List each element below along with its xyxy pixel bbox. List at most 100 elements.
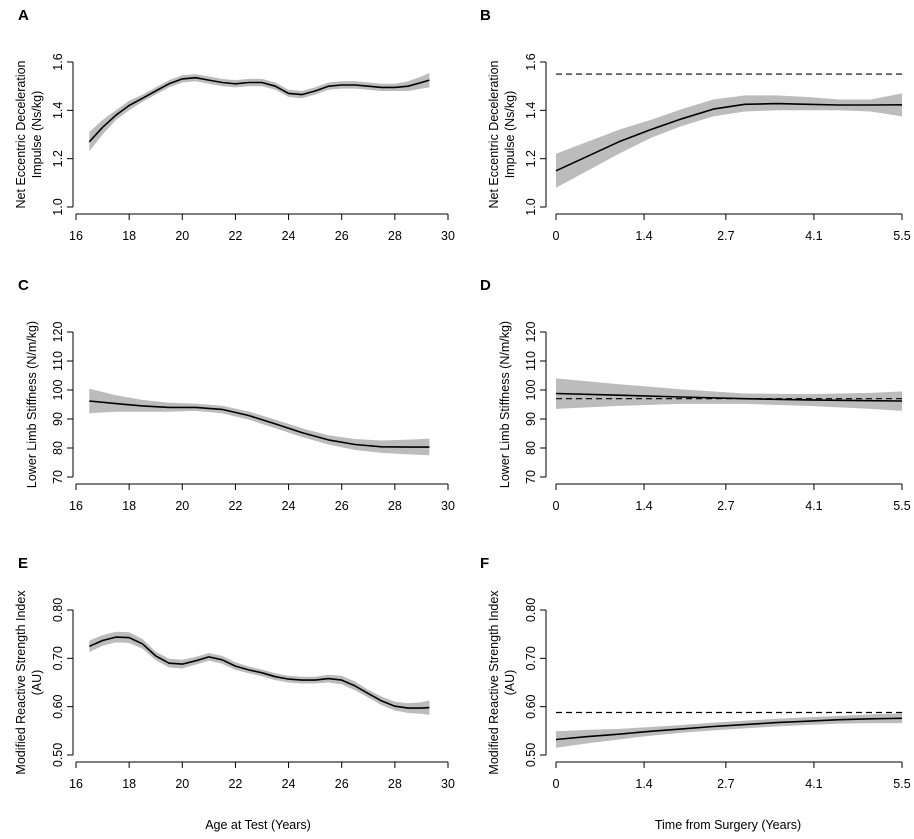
y-tick-label: 120 bbox=[51, 322, 65, 343]
x-tick-label: 16 bbox=[69, 777, 83, 791]
y-axis-title-a: Net Eccentric Deceleration bbox=[14, 60, 28, 208]
x-tick-label: 22 bbox=[228, 229, 242, 243]
fit-line-a bbox=[88, 76, 430, 143]
y-tick-label: 70 bbox=[524, 470, 538, 484]
y-tick-label: 1.2 bbox=[51, 150, 65, 167]
x-tick-label: 5.5 bbox=[893, 499, 910, 513]
y-axis-b: 1.0 1.2 1.4 1.6 bbox=[524, 53, 547, 216]
x-tick-label: 1.4 bbox=[635, 499, 652, 513]
y-axis-title-f: Modified Reactive Strength Index bbox=[487, 590, 501, 775]
x-tick-label: 26 bbox=[335, 499, 349, 513]
y-tick-label: 100 bbox=[524, 380, 538, 401]
y-axis-title-e: (AU) bbox=[30, 670, 44, 696]
y-tick-label: 90 bbox=[524, 412, 538, 426]
panel-letter-e: E bbox=[18, 555, 28, 572]
x-tick-label: 28 bbox=[388, 777, 402, 791]
panel-d: D 70 80 90 100 110 120 Lower Limb Stiffness (N/… bbox=[480, 277, 911, 513]
x-tick-label: 18 bbox=[122, 499, 136, 513]
panel-letter-a: A bbox=[18, 7, 29, 24]
y-axis-e: 0.50 0.60 0.70 0.80 bbox=[51, 598, 74, 767]
y-axis-c: 70 80 90 100 110 120 bbox=[51, 322, 74, 484]
y-axis-title-b: Impulse (Ns/kg) bbox=[503, 91, 517, 179]
y-tick-label: 80 bbox=[51, 441, 65, 455]
panel-letter-d: D bbox=[480, 277, 491, 294]
y-tick-label: 120 bbox=[524, 322, 538, 343]
y-tick-label: 0.50 bbox=[51, 743, 65, 767]
x-axis-label-time: Time from Surgery (Years) bbox=[655, 818, 801, 832]
y-tick-label: 1.0 bbox=[51, 198, 65, 215]
x-tick-label: 16 bbox=[69, 499, 83, 513]
y-tick-label: 0.80 bbox=[524, 598, 538, 622]
y-axis-d: 70 80 90 100 110 120 bbox=[524, 322, 547, 484]
x-axis-b: 0 1.4 2.7 4.1 5.5 bbox=[553, 213, 911, 243]
x-tick-label: 24 bbox=[282, 499, 296, 513]
y-axis-title-d: Lower Limb Stiffness (N/m/kg) bbox=[498, 321, 512, 488]
y-axis-f: 0.50 0.60 0.70 0.80 bbox=[524, 598, 547, 767]
y-tick-label: 1.6 bbox=[51, 53, 65, 70]
panel-e: E 0.50 0.60 0.70 0.80 Modified Reactive Stren… bbox=[14, 555, 455, 791]
x-tick-label: 24 bbox=[282, 229, 296, 243]
x-axis-a: 16 18 20 22 24 26 28 30 bbox=[69, 213, 455, 243]
panel-b: B 1.0 1.2 1.4 1.6 Net Eccentric Deceleration I… bbox=[480, 7, 911, 243]
y-tick-label: 110 bbox=[51, 351, 65, 371]
panel-c: C 70 80 90 100 110 120 Lower Limb Stiffness (N/… bbox=[18, 277, 455, 513]
x-tick-label: 22 bbox=[228, 499, 242, 513]
x-axis-f: 0 1.4 2.7 4.1 5.5 bbox=[553, 761, 911, 791]
x-tick-label: 18 bbox=[122, 229, 136, 243]
x-tick-label: 28 bbox=[388, 229, 402, 243]
x-tick-label: 4.1 bbox=[805, 499, 822, 513]
panel-letter-b: B bbox=[480, 7, 491, 24]
x-tick-label: 1.4 bbox=[635, 229, 652, 243]
x-tick-label: 0 bbox=[553, 499, 560, 513]
y-tick-label: 100 bbox=[51, 380, 65, 401]
x-tick-label: 24 bbox=[282, 777, 296, 791]
y-tick-label: 1.4 bbox=[524, 102, 538, 119]
x-axis-e: 16 18 20 22 24 26 28 30 bbox=[69, 761, 455, 791]
y-tick-label: 0.70 bbox=[524, 646, 538, 670]
confidence-band-b bbox=[556, 93, 902, 188]
y-tick-label: 0.50 bbox=[524, 743, 538, 767]
y-axis-title-e: Modified Reactive Strength Index bbox=[14, 590, 28, 775]
y-axis-title-a: Impulse (Ns/kg) bbox=[30, 91, 44, 179]
fit-line-d bbox=[555, 392, 903, 402]
x-tick-label: 4.1 bbox=[805, 229, 822, 243]
x-tick-label: 4.1 bbox=[805, 777, 822, 791]
x-tick-label: 5.5 bbox=[893, 777, 910, 791]
x-tick-label: 26 bbox=[335, 777, 349, 791]
confidence-band-a bbox=[89, 72, 430, 152]
y-tick-label: 0.70 bbox=[51, 646, 65, 670]
panel-a: A 1.0 1.2 1.4 1.6 Net Eccentric Deceleration I… bbox=[14, 7, 455, 243]
x-tick-label: 20 bbox=[175, 229, 189, 243]
fit-line-c bbox=[89, 400, 430, 448]
x-tick-label: 2.7 bbox=[717, 229, 734, 243]
x-tick-label: 16 bbox=[69, 229, 83, 243]
x-tick-label: 30 bbox=[441, 777, 455, 791]
y-tick-label: 1.2 bbox=[524, 150, 538, 167]
x-tick-label: 18 bbox=[122, 777, 136, 791]
y-tick-label: 0.60 bbox=[524, 694, 538, 718]
x-tick-label: 5.5 bbox=[893, 229, 910, 243]
x-tick-label: 28 bbox=[388, 499, 402, 513]
confidence-band-c bbox=[89, 388, 430, 456]
y-tick-label: 70 bbox=[51, 470, 65, 484]
fit-line-f bbox=[555, 717, 903, 741]
y-tick-label: 0.80 bbox=[51, 598, 65, 622]
y-axis-title-c: Lower Limb Stiffness (N/m/kg) bbox=[25, 321, 39, 488]
x-tick-label: 30 bbox=[441, 499, 455, 513]
x-tick-label: 20 bbox=[175, 777, 189, 791]
y-tick-label: 1.0 bbox=[524, 198, 538, 215]
y-axis-a: 1.0 1.2 1.4 1.6 bbox=[51, 53, 74, 216]
x-tick-label: 30 bbox=[441, 229, 455, 243]
y-tick-label: 1.6 bbox=[524, 53, 538, 70]
x-tick-label: 20 bbox=[175, 499, 189, 513]
y-axis-title-b: Net Eccentric Deceleration bbox=[487, 60, 501, 208]
y-axis-title-f: (AU) bbox=[503, 670, 517, 696]
y-tick-label: 1.4 bbox=[51, 102, 65, 119]
x-axis-c: 16 18 20 22 24 26 28 30 bbox=[69, 483, 455, 513]
x-tick-label: 2.7 bbox=[717, 499, 734, 513]
x-axis-d: 0 1.4 2.7 4.1 5.5 bbox=[553, 483, 911, 513]
confidence-band-f bbox=[556, 713, 902, 748]
x-tick-label: 1.4 bbox=[635, 777, 652, 791]
